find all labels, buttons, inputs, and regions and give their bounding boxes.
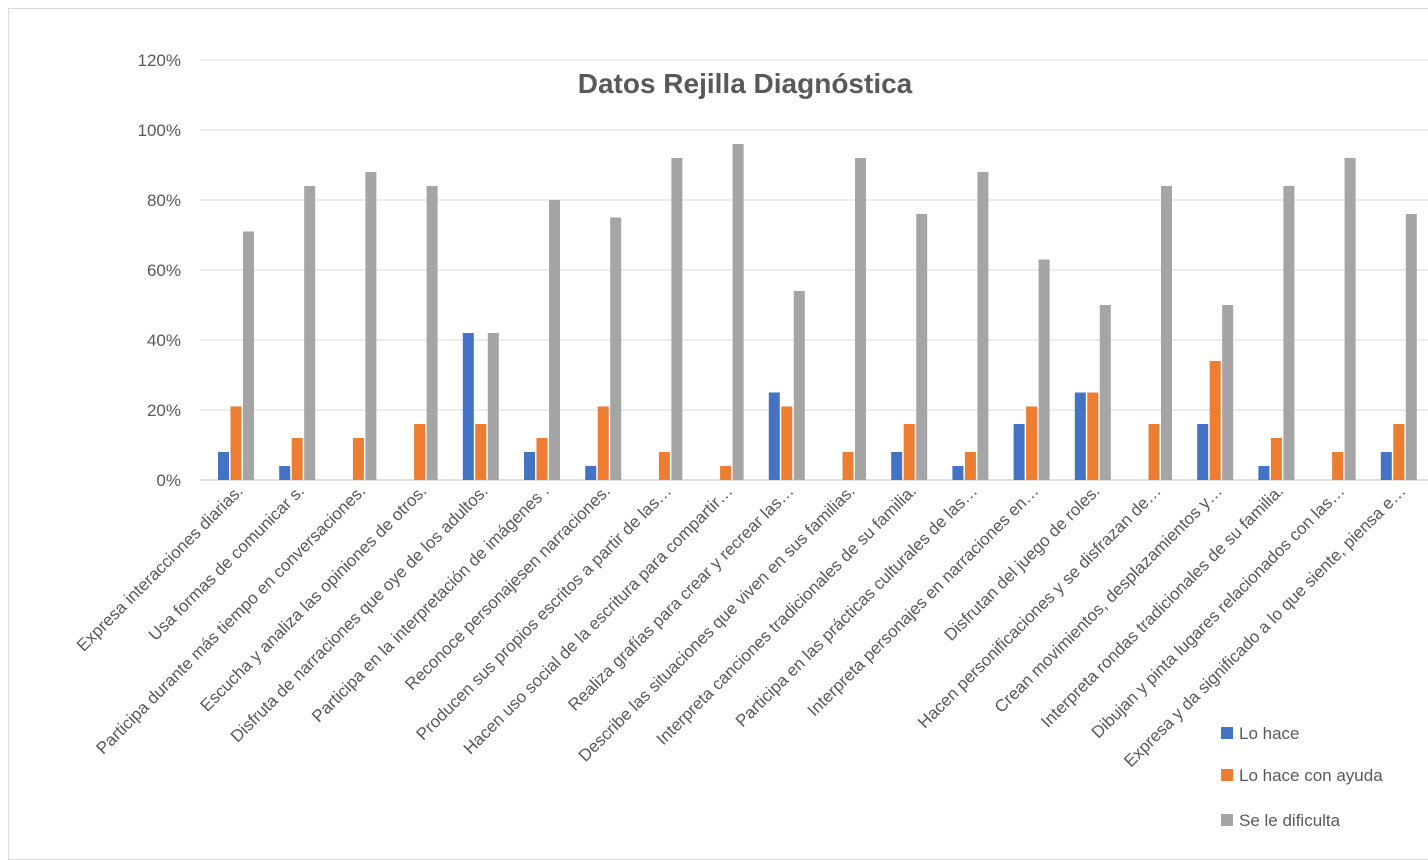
bars xyxy=(218,144,1417,480)
bar xyxy=(279,466,291,480)
bar xyxy=(475,424,487,480)
bar xyxy=(1161,186,1172,480)
bar xyxy=(230,406,242,480)
bar xyxy=(658,452,670,480)
y-tick-label: 20% xyxy=(147,401,181,420)
bar xyxy=(793,291,805,480)
bar xyxy=(1380,452,1392,480)
bar xyxy=(1270,438,1282,480)
legend-label: Se le dificulta xyxy=(1239,811,1341,830)
bar xyxy=(585,466,597,480)
chart-title: Datos Rejilla Diagnóstica xyxy=(578,68,913,99)
bar xyxy=(365,172,377,480)
y-tick-label: 60% xyxy=(147,261,181,280)
bar xyxy=(304,186,316,480)
bar xyxy=(1099,305,1111,480)
bar xyxy=(536,438,548,480)
bar xyxy=(1087,392,1099,480)
bar xyxy=(1197,424,1209,480)
bar xyxy=(732,144,744,480)
x-tick-label: Escucha y analiza las opiniones de otros… xyxy=(196,481,430,715)
bar xyxy=(487,333,499,480)
bar xyxy=(781,406,793,480)
bar xyxy=(597,406,609,480)
legend-label: Lo hace con ayuda xyxy=(1239,766,1383,785)
bar xyxy=(1283,186,1295,480)
bar xyxy=(1013,424,1025,480)
bar xyxy=(1405,214,1417,480)
y-tick-label: 0% xyxy=(156,471,181,490)
legend-swatch xyxy=(1221,727,1233,739)
bar xyxy=(903,424,915,480)
bar xyxy=(218,452,229,480)
bar xyxy=(414,424,426,480)
gridlines xyxy=(200,59,1428,481)
legend-swatch xyxy=(1221,769,1233,781)
bar xyxy=(977,172,989,480)
bar xyxy=(768,392,780,480)
bar xyxy=(462,333,474,480)
bar xyxy=(891,452,903,480)
bar xyxy=(1258,466,1270,480)
bar xyxy=(1026,406,1038,480)
legend: Lo hace Lo hace con ayuda Se le dificulta xyxy=(1221,724,1383,830)
legend-swatch xyxy=(1221,814,1233,826)
y-tick-label: 100% xyxy=(138,121,181,140)
bar xyxy=(1074,392,1086,480)
bar xyxy=(291,438,303,480)
bar xyxy=(720,466,732,480)
legend-label: Lo hace xyxy=(1239,724,1300,743)
y-axis: 0% 20% 40% 60% 80% 100% 120% xyxy=(138,51,181,490)
y-tick-label: 80% xyxy=(147,191,181,210)
bar xyxy=(916,214,928,480)
bar xyxy=(524,452,535,480)
bar xyxy=(842,452,854,480)
x-tick-label: Describe las situaciones que viven en su… xyxy=(575,481,859,765)
bar xyxy=(855,158,866,480)
bar xyxy=(964,452,976,480)
bar xyxy=(243,231,254,480)
bar xyxy=(952,466,964,480)
y-tick-label: 120% xyxy=(138,51,181,70)
bar xyxy=(549,200,560,480)
x-axis: Expresa interacciones diarias.Usa formas… xyxy=(73,481,1410,770)
bar xyxy=(1222,305,1234,480)
x-tick-label: Interpreta personajes en narraciones en… xyxy=(804,481,1043,720)
bar xyxy=(1393,424,1405,480)
x-tick-label: Crean movimientos, desplazamientos y… xyxy=(991,481,1226,716)
bar xyxy=(1038,259,1050,480)
bar xyxy=(352,438,364,480)
bar xyxy=(610,217,622,480)
x-tick-label: Realiza grafías para crear y recrear las… xyxy=(564,481,797,714)
bar xyxy=(1209,361,1221,480)
bar xyxy=(1148,424,1160,480)
bar xyxy=(1344,158,1356,480)
bar xyxy=(1332,452,1344,480)
y-tick-label: 40% xyxy=(147,331,181,350)
bar xyxy=(671,158,683,480)
bar xyxy=(426,186,438,480)
